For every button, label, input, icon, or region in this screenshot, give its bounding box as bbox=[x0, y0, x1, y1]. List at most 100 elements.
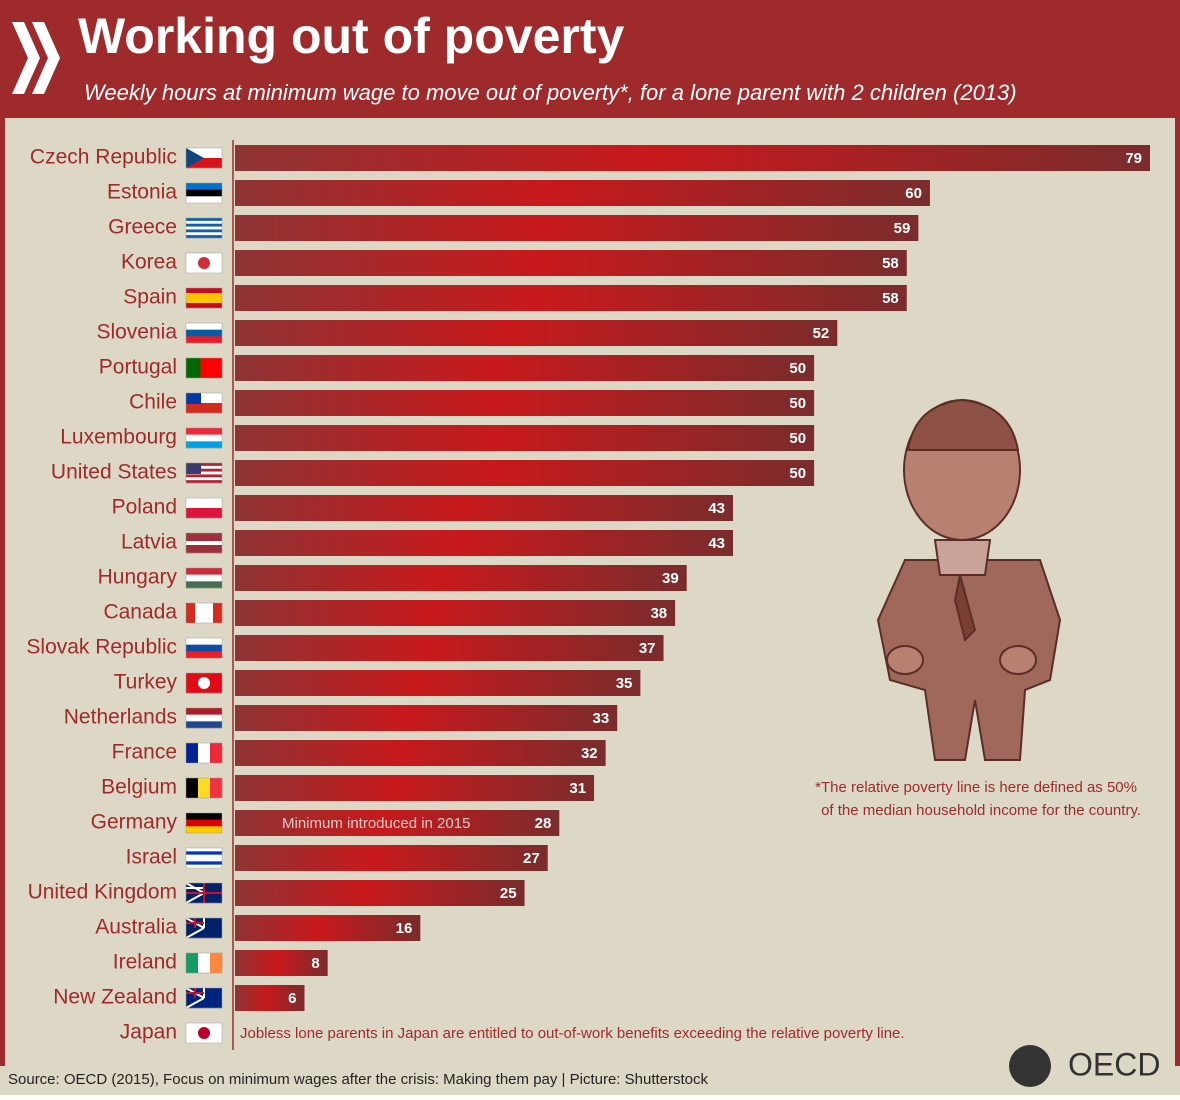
flag-canton bbox=[186, 393, 201, 404]
flag-stripe bbox=[186, 441, 222, 449]
annotation: Minimum introduced in 2015 bbox=[282, 815, 470, 832]
flag bbox=[185, 987, 223, 1009]
flag bbox=[185, 427, 223, 449]
value-label: 52 bbox=[813, 325, 830, 342]
value-label: 50 bbox=[789, 465, 806, 482]
flag bbox=[185, 252, 223, 274]
category-label: Netherlands bbox=[64, 706, 177, 729]
flag bbox=[185, 952, 223, 974]
flag-border bbox=[185, 602, 223, 624]
value-label: 16 bbox=[396, 920, 413, 937]
flag-stripe bbox=[186, 651, 222, 659]
flag-stripe bbox=[186, 826, 222, 834]
footnote-line: of the median household income for the c… bbox=[821, 802, 1141, 819]
flag-stripe bbox=[186, 189, 222, 197]
flag-stripe bbox=[210, 778, 223, 798]
flag-stripe bbox=[186, 468, 222, 472]
flag-stripe bbox=[186, 848, 222, 852]
flag-cross bbox=[186, 918, 204, 928]
value-label: 32 bbox=[581, 745, 598, 762]
value-label: 50 bbox=[789, 430, 806, 447]
flag bbox=[185, 392, 223, 414]
value-label: 58 bbox=[882, 290, 899, 307]
bar bbox=[235, 985, 305, 1011]
category-label: Korea bbox=[121, 251, 177, 274]
flag bbox=[185, 917, 223, 939]
flag-stripe bbox=[186, 158, 222, 169]
flag-border bbox=[185, 882, 223, 904]
flag-border bbox=[185, 182, 223, 204]
flag-stripe bbox=[186, 223, 222, 227]
flag-border bbox=[185, 952, 223, 974]
flag bbox=[185, 497, 223, 519]
value-label: 8 bbox=[311, 955, 319, 972]
flag-stripe bbox=[186, 708, 222, 715]
illustration bbox=[876, 398, 1062, 761]
flag bbox=[185, 532, 223, 554]
flag-stripe bbox=[186, 303, 222, 309]
bar bbox=[235, 635, 664, 661]
flag-stripe bbox=[200, 358, 208, 378]
flag-stripe bbox=[186, 148, 222, 159]
category-label: Slovak Republic bbox=[26, 636, 177, 659]
bar bbox=[235, 390, 815, 416]
category-label: Slovenia bbox=[96, 321, 177, 344]
flag-stripe bbox=[186, 638, 222, 645]
category-label: United States bbox=[51, 461, 177, 484]
bar bbox=[235, 320, 838, 346]
flag bbox=[185, 707, 223, 729]
category-label: Estonia bbox=[107, 181, 177, 204]
flag-stripe bbox=[186, 581, 222, 589]
flag-stripe bbox=[186, 819, 222, 827]
bar bbox=[235, 250, 907, 276]
flag-stripe bbox=[186, 549, 222, 554]
flag-stripe bbox=[186, 293, 222, 299]
value-label: 6 bbox=[288, 990, 296, 1007]
flag-stripe bbox=[214, 358, 223, 378]
category-label: Australia bbox=[95, 916, 177, 939]
flag-stripe bbox=[186, 603, 196, 623]
flag-cross bbox=[185, 882, 205, 904]
flag-stripe bbox=[186, 336, 222, 344]
flag-stripe bbox=[186, 471, 222, 475]
flag-stripe bbox=[186, 434, 222, 442]
value-label: 58 bbox=[882, 255, 899, 272]
bar bbox=[235, 530, 734, 556]
flag bbox=[185, 602, 223, 624]
flag-stripe bbox=[186, 226, 222, 230]
value-label: 38 bbox=[650, 605, 667, 622]
flag-border bbox=[185, 357, 223, 379]
flag-stripe bbox=[186, 474, 222, 478]
flag-stripe bbox=[186, 358, 194, 378]
value-label: 50 bbox=[789, 360, 806, 377]
flag bbox=[185, 147, 223, 169]
value-label: 39 bbox=[662, 570, 679, 587]
bar bbox=[235, 355, 815, 381]
flag-stripe bbox=[186, 743, 199, 763]
flag-stripe bbox=[186, 541, 222, 546]
flag-stripe bbox=[210, 953, 223, 973]
category-label: Japan bbox=[120, 1021, 177, 1044]
category-label: Israel bbox=[126, 846, 177, 869]
flag-stripe bbox=[186, 854, 222, 859]
flag-stripe bbox=[198, 743, 211, 763]
bar bbox=[235, 915, 421, 941]
footer-background bbox=[0, 1066, 1180, 1095]
logo-text: OECD bbox=[1068, 1046, 1160, 1082]
flag-border bbox=[185, 917, 223, 939]
category-label: Belgium bbox=[101, 776, 177, 799]
flag-border bbox=[185, 777, 223, 799]
flag-stripe bbox=[186, 714, 222, 722]
bar bbox=[235, 215, 919, 241]
flag-stripe bbox=[204, 603, 214, 623]
bar bbox=[235, 285, 907, 311]
flag-stripe bbox=[186, 778, 199, 798]
bar bbox=[235, 740, 606, 766]
value-label: 35 bbox=[616, 675, 633, 692]
flag-stripe bbox=[186, 498, 222, 509]
bar bbox=[235, 880, 525, 906]
value-label: 43 bbox=[708, 535, 725, 552]
flag-border bbox=[185, 1022, 223, 1044]
flag bbox=[185, 1022, 223, 1044]
flag-border bbox=[185, 567, 223, 589]
